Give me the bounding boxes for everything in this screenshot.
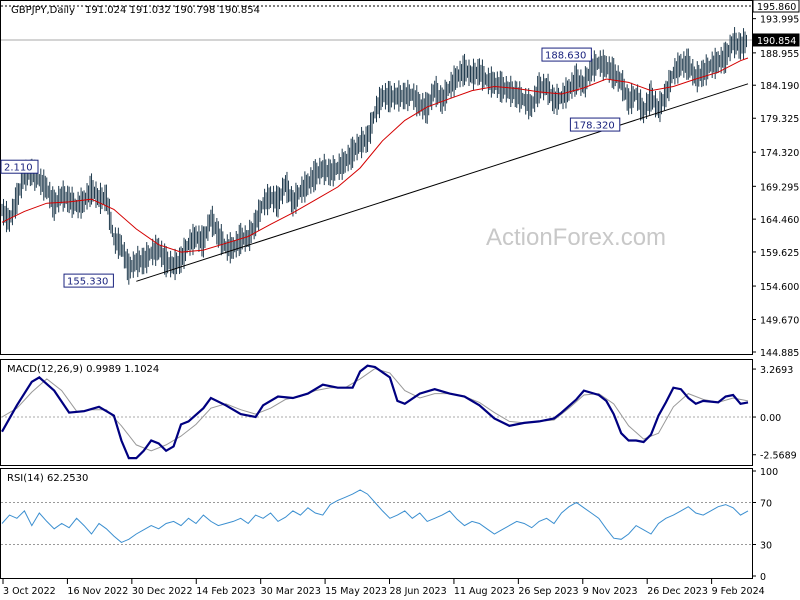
rsi-plot-area xyxy=(0,468,753,579)
annotation-label: 188.630 xyxy=(545,51,586,62)
annotation-box xyxy=(63,273,114,288)
price-annotations: 2.110 155.330 188.630 178.320 xyxy=(0,47,621,288)
price-tick-label: 159.625 xyxy=(760,248,799,259)
rsi-panel: 100 70 30 0 RSI(14) 62.2530 xyxy=(0,467,778,583)
annotation-box xyxy=(569,117,621,132)
moving-average-line xyxy=(1,57,749,253)
trendline xyxy=(136,83,749,282)
price-level-top-label: 195.860 xyxy=(757,2,796,13)
price-tick-label: 169.295 xyxy=(760,182,799,193)
x-tick-label: 9 Feb 2024 xyxy=(712,586,765,597)
price-tick-label: 154.600 xyxy=(760,282,799,293)
price-tick-label: 174.320 xyxy=(760,148,799,159)
macd-line xyxy=(1,364,749,460)
price-axis: 193.995 188.955 184.190 179.325 174.320 169.2… xyxy=(752,15,799,359)
macd-label: MACD(12,26,9) 0.9989 1.1024 xyxy=(7,364,159,375)
price-tick-label: 188.955 xyxy=(760,49,799,60)
price-header-ohlc: 191.024 191.032 190.798 190.854 xyxy=(85,5,260,16)
price-level-current-box xyxy=(752,33,800,47)
price-header-symbol: GBPJPY,Daily xyxy=(11,5,75,16)
annotation-label: 2.110 xyxy=(4,163,33,174)
rsi-tick-label: 0 xyxy=(760,572,766,583)
annotation-label: 155.330 xyxy=(67,277,108,288)
annotation-label: 178.320 xyxy=(573,121,614,132)
price-level-top-box xyxy=(752,0,800,13)
macd-axis: 3.2693 0.00 -2.5689 xyxy=(752,365,797,462)
x-tick-label: 26 Sep 2023 xyxy=(518,586,578,597)
price-level-current-label: 190.854 xyxy=(757,36,796,47)
x-tick-label: 30 Dec 2022 xyxy=(132,586,193,597)
price-tick-label: 179.325 xyxy=(760,114,799,125)
x-tick-label: 14 Feb 2023 xyxy=(196,586,255,597)
macd-signal-line xyxy=(1,368,749,452)
price-tick-label: 193.995 xyxy=(760,15,799,26)
rsi-axis: 100 70 30 0 xyxy=(752,467,778,583)
price-plot-area xyxy=(0,0,753,355)
rsi-line xyxy=(1,489,749,543)
price-panel: ActionForex.com 2.110 155.330 188.630 178.3… xyxy=(0,0,800,359)
rsi-series xyxy=(1,489,749,543)
rsi-tick-label: 30 xyxy=(760,541,772,552)
rsi-levels xyxy=(1,502,752,545)
macd-plot-area xyxy=(0,359,753,466)
x-tick-label: 15 May 2023 xyxy=(325,586,387,597)
price-tick-label: 144.885 xyxy=(760,348,799,359)
macd-tick-label: 3.2693 xyxy=(760,365,793,376)
macd-tick-label: 0.00 xyxy=(760,413,781,424)
x-tick-label: 28 Jun 2023 xyxy=(390,586,447,597)
price-tick-label: 184.190 xyxy=(760,81,799,92)
rsi-tick-label: 100 xyxy=(760,467,778,478)
x-tick-label: 30 Mar 2023 xyxy=(261,586,321,597)
x-axis: 3 Oct 2022 16 Nov 2022 30 Dec 2022 14 Feb 2… xyxy=(2,579,765,597)
annotation-box xyxy=(541,47,592,62)
x-tick-label: 9 Nov 2023 xyxy=(583,586,638,597)
rsi-label: RSI(14) 62.2530 xyxy=(7,473,88,484)
macd-tick-label: -2.5689 xyxy=(760,451,797,462)
x-tick-label: 16 Nov 2022 xyxy=(67,586,128,597)
macd-panel: 3.2693 0.00 -2.5689 MACD(12,26,9) 0.9989 1… xyxy=(0,359,797,466)
watermark: ActionForex.com xyxy=(486,224,666,251)
x-tick-label: 3 Oct 2022 xyxy=(3,586,56,597)
rsi-tick-label: 70 xyxy=(760,499,772,510)
x-tick-label: 26 Dec 2023 xyxy=(647,586,708,597)
price-tick-label: 164.460 xyxy=(760,215,799,226)
x-tick-label: 11 Aug 2023 xyxy=(454,586,515,597)
annotation-box xyxy=(0,159,39,174)
macd-series xyxy=(1,364,749,460)
price-tick-label: 149.670 xyxy=(760,316,799,327)
